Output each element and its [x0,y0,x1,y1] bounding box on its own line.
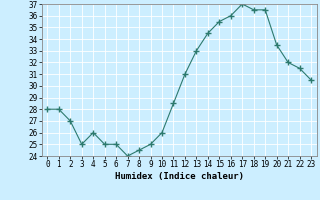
X-axis label: Humidex (Indice chaleur): Humidex (Indice chaleur) [115,172,244,181]
